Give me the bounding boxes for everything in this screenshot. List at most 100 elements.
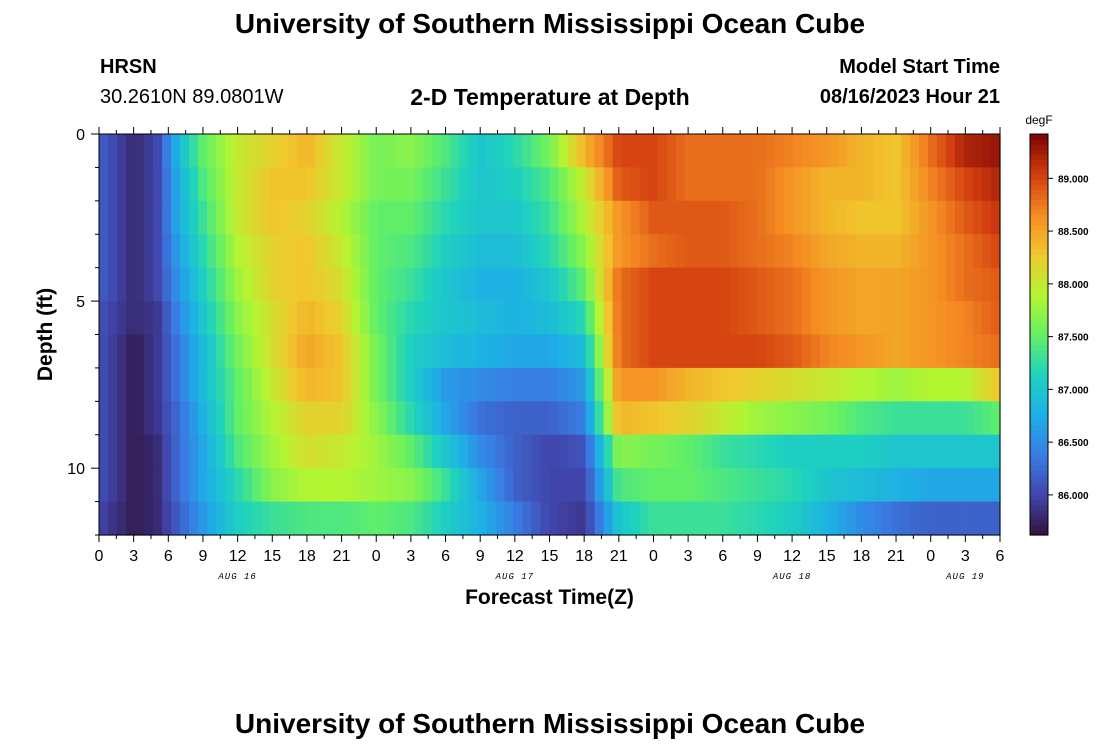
colorbar-segment xyxy=(1030,199,1048,205)
heatmap-cell xyxy=(360,134,370,169)
heatmap-cell xyxy=(621,167,632,202)
heatmap-cell xyxy=(738,200,749,235)
heatmap-cell xyxy=(765,401,776,436)
heatmap-cell xyxy=(234,200,244,235)
heatmap-cell xyxy=(333,468,343,503)
heatmap-cell xyxy=(945,167,956,202)
heatmap-cell xyxy=(225,401,235,436)
heatmap-cell xyxy=(297,501,307,536)
heatmap-cell xyxy=(576,401,587,436)
heatmap-cell xyxy=(144,267,154,302)
heatmap-cell xyxy=(882,434,893,469)
heatmap-cell xyxy=(333,301,343,336)
heatmap-cell xyxy=(441,334,451,369)
heatmap-cell xyxy=(243,334,253,369)
heatmap-cell xyxy=(666,501,677,536)
heatmap-cell xyxy=(495,200,506,235)
heatmap-cell xyxy=(891,434,902,469)
heatmap-cell xyxy=(783,134,794,169)
heatmap-cell xyxy=(819,267,830,302)
day-label: AUG 17 xyxy=(495,572,534,582)
heatmap-cell xyxy=(261,301,271,336)
heatmap-cell xyxy=(657,367,668,402)
heatmap-cell xyxy=(387,401,397,436)
heatmap-cell xyxy=(963,134,974,169)
heatmap-cell xyxy=(945,234,956,269)
heatmap-cell xyxy=(405,401,415,436)
heatmap-cell xyxy=(972,434,983,469)
heatmap-cell xyxy=(684,434,695,469)
heatmap-cell xyxy=(567,234,578,269)
heatmap-cell xyxy=(873,334,884,369)
heatmap-cell xyxy=(585,401,596,436)
heatmap-cell xyxy=(927,468,938,503)
heatmap-cell xyxy=(396,234,406,269)
heatmap-cell xyxy=(657,234,668,269)
heatmap-cell xyxy=(576,234,587,269)
heatmap-cell xyxy=(261,267,271,302)
heatmap-cell xyxy=(414,167,424,202)
colorbar-segment xyxy=(1030,274,1048,280)
heatmap-cell xyxy=(873,267,884,302)
heatmap-cell xyxy=(315,401,325,436)
heatmap-cell xyxy=(747,468,758,503)
heatmap-cell xyxy=(198,301,208,336)
heatmap-cell xyxy=(792,334,803,369)
heatmap-cell xyxy=(585,234,596,269)
heatmap-cell xyxy=(576,468,587,503)
heatmap-cell xyxy=(900,434,911,469)
x-tick-label: 18 xyxy=(298,548,316,565)
heatmap-cell xyxy=(486,267,497,302)
heatmap-cell xyxy=(414,434,424,469)
heatmap-cell xyxy=(585,367,596,402)
heatmap-cell xyxy=(477,434,488,469)
heatmap-cell xyxy=(540,367,551,402)
heatmap-cell xyxy=(252,134,262,169)
heatmap-cell xyxy=(189,434,199,469)
heatmap-cell xyxy=(153,167,163,202)
heatmap-cell xyxy=(720,234,731,269)
heatmap-cell xyxy=(810,200,821,235)
heatmap-cell xyxy=(459,234,470,269)
heatmap-cell xyxy=(603,301,614,336)
heatmap-cell xyxy=(693,267,704,302)
heatmap-cell xyxy=(909,367,920,402)
heatmap-cell xyxy=(477,301,488,336)
heatmap-cell xyxy=(792,468,803,503)
heatmap-cell xyxy=(927,167,938,202)
heatmap-cell xyxy=(180,134,190,169)
heatmap-cell xyxy=(144,367,154,402)
heatmap-cell xyxy=(216,434,226,469)
heatmap-cell xyxy=(612,434,623,469)
heatmap-cell xyxy=(630,334,641,369)
colorbar-segment xyxy=(1030,169,1048,175)
heatmap-cell xyxy=(315,267,325,302)
heatmap-cell xyxy=(738,501,749,536)
heatmap-cell xyxy=(648,501,659,536)
heatmap-cell xyxy=(477,367,488,402)
heatmap-cell xyxy=(882,401,893,436)
heatmap-cell xyxy=(360,401,370,436)
heatmap-cell xyxy=(927,301,938,336)
heatmap-cell xyxy=(594,434,605,469)
heatmap-cell xyxy=(117,501,127,536)
heatmap-cell xyxy=(342,267,352,302)
heatmap-cell xyxy=(270,334,280,369)
heatmap-cell xyxy=(981,367,992,402)
heatmap-cell xyxy=(936,200,947,235)
heatmap-cell xyxy=(351,468,361,503)
heatmap-cell xyxy=(324,301,334,336)
heatmap-cell xyxy=(414,334,424,369)
heatmap-cell xyxy=(477,501,488,536)
colorbar-segment xyxy=(1030,374,1048,381)
heatmap-cell xyxy=(252,334,262,369)
heatmap-cell xyxy=(963,334,974,369)
colorbar-segment xyxy=(1030,269,1048,275)
heatmap-cell xyxy=(297,234,307,269)
heatmap-cell xyxy=(153,468,163,503)
heatmap-cell xyxy=(297,267,307,302)
heatmap-cell xyxy=(333,134,343,169)
heatmap-cell xyxy=(189,334,199,369)
heatmap-cell xyxy=(909,301,920,336)
heatmap-cell xyxy=(387,434,397,469)
